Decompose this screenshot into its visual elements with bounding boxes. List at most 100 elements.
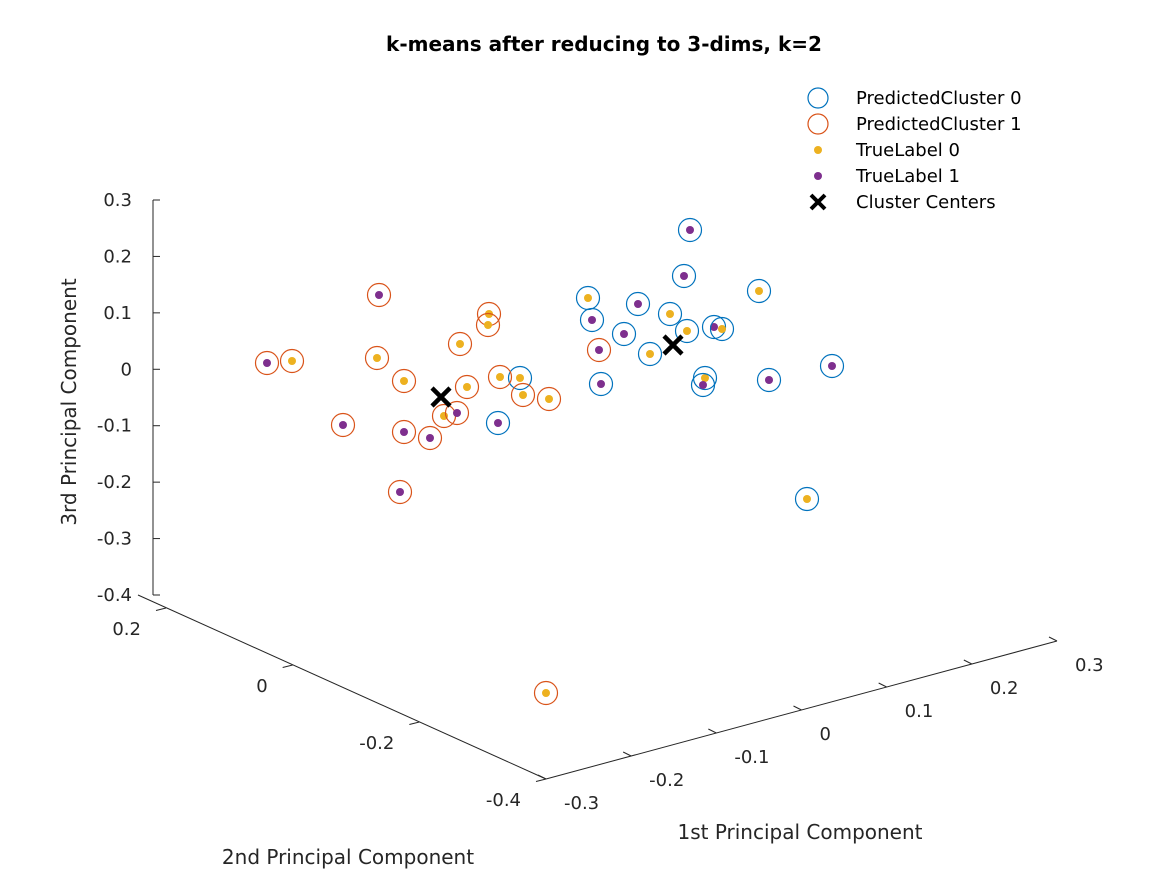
cluster-ring (819, 353, 845, 379)
x-tick-mark (622, 751, 632, 757)
z-tick-label: -0.4 (97, 585, 132, 606)
label-dot (484, 321, 492, 329)
data-point (677, 217, 703, 243)
x-tick-mark (708, 728, 717, 734)
label-dot (634, 300, 642, 308)
label-dot (463, 383, 471, 391)
data-point (657, 301, 683, 327)
data-point (575, 285, 601, 311)
data-point (391, 368, 417, 394)
data-point (417, 425, 443, 451)
y-axis-line (137, 594, 547, 780)
data-point (431, 403, 457, 429)
x-tick-mark (963, 659, 973, 665)
x-tick-label: -0.1 (734, 747, 769, 768)
data-point (487, 364, 513, 390)
data-point (674, 318, 700, 344)
label-dot (456, 340, 464, 348)
cluster-ring (391, 419, 417, 445)
legend-item: TrueLabel 0 (814, 140, 960, 161)
x-axis-label: 1st Principal Component (677, 820, 922, 844)
y-tick-label: 0 (256, 676, 267, 697)
x-tick-mark (878, 682, 887, 688)
data-point (485, 410, 511, 436)
legend-marker (814, 172, 822, 180)
legend-marker (814, 146, 822, 154)
label-dot (680, 272, 688, 280)
label-dot (516, 374, 524, 382)
y-tick-label: 0.2 (112, 619, 141, 640)
cluster-ring (533, 680, 559, 706)
data-point (475, 312, 501, 338)
cluster-ring (279, 348, 305, 374)
cluster-ring (746, 278, 772, 304)
data-point (507, 365, 533, 391)
label-dot (584, 294, 592, 302)
label-dot (375, 291, 383, 299)
data-point (586, 337, 612, 363)
x-tick-label: 0 (820, 724, 831, 745)
cluster-centers (430, 334, 684, 408)
legend-item: TrueLabel 1 (814, 166, 960, 187)
cluster-ring (454, 374, 480, 400)
cluster-ring (611, 321, 637, 347)
data-point (579, 307, 605, 333)
z-axis-label: 3rd Principal Component (57, 278, 81, 526)
cluster-ring (657, 301, 683, 327)
x-tick-label: 0.3 (1075, 655, 1104, 676)
legend-item: PredictedCluster 0 (807, 87, 1022, 109)
y-axis-label: 2nd Principal Component (222, 845, 474, 869)
cluster-ring (475, 312, 501, 338)
data-point (536, 386, 562, 412)
cluster-ring (387, 479, 413, 505)
legend-label: TrueLabel 1 (855, 166, 960, 187)
label-dot (453, 409, 461, 417)
data-point (819, 353, 845, 379)
label-dot (686, 226, 694, 234)
data-point (510, 382, 536, 408)
label-dot (263, 359, 271, 367)
label-dot (496, 373, 504, 381)
data-point (454, 374, 480, 400)
x-tick-label: 0.1 (905, 701, 934, 722)
cluster-ring (487, 364, 513, 390)
x-tick-mark (537, 774, 547, 780)
cluster-ring (254, 350, 280, 376)
data-point (533, 680, 559, 706)
data-point (671, 263, 697, 289)
data-point (254, 350, 280, 376)
label-dot (699, 381, 707, 389)
z-tick-label: -0.3 (97, 529, 132, 550)
data-point (444, 400, 470, 426)
label-dot (701, 374, 709, 382)
cluster-ring (485, 410, 511, 436)
data-point (279, 348, 305, 374)
data-point (391, 419, 417, 445)
x-tick-label: -0.2 (649, 770, 684, 791)
chart-title: k-means after reducing to 3-dims, k=2 (386, 32, 822, 56)
label-dot (542, 689, 550, 697)
center-marker (430, 386, 452, 408)
label-dot (710, 323, 718, 331)
cluster-ring (507, 365, 533, 391)
label-dot (373, 354, 381, 362)
x-tick-mark (1048, 636, 1058, 642)
cluster-ring (417, 425, 443, 451)
label-dot (519, 391, 527, 399)
y-tick-label: -0.2 (359, 733, 394, 754)
label-dot (683, 327, 691, 335)
cluster-ring (677, 217, 703, 243)
data-point (611, 321, 637, 347)
legend-label: PredictedCluster 1 (856, 114, 1022, 135)
legend: PredictedCluster 0 PredictedCluster 1 True… (807, 87, 1022, 213)
x-tick-mark (793, 705, 802, 711)
label-dot (765, 376, 773, 384)
y-tick-label: -0.4 (486, 790, 521, 811)
cluster-ring (674, 318, 700, 344)
cluster-ring (366, 282, 392, 308)
label-dot (426, 434, 434, 442)
cluster-ring (588, 371, 614, 397)
legend-label: TrueLabel 0 (855, 140, 960, 161)
data-point (588, 371, 614, 397)
